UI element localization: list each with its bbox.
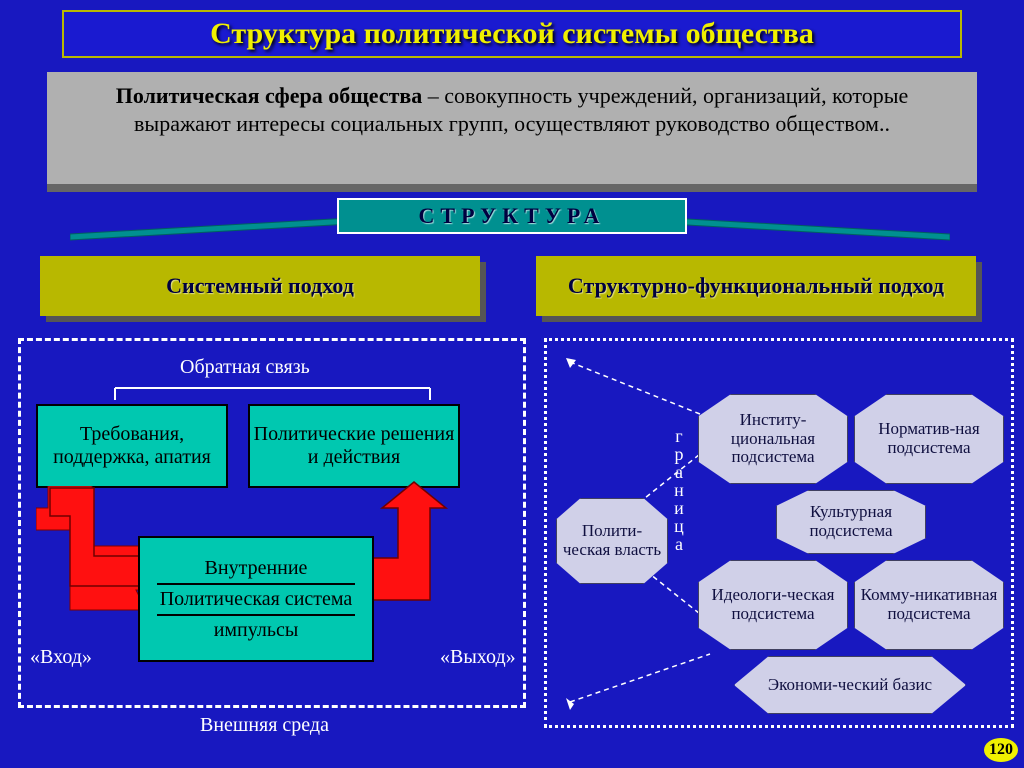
environment-label: Внешняя среда bbox=[200, 714, 329, 737]
output-label: «Выход» bbox=[440, 646, 516, 669]
boundary-label: граница bbox=[668, 426, 689, 552]
ideological-hex: Идеологи-ческая подсистема bbox=[698, 560, 848, 650]
page-number: 120 bbox=[984, 738, 1018, 762]
communicative-hex: Комму-никативная подсистема bbox=[854, 560, 1004, 650]
decisions-box: Политические решения и действия bbox=[248, 404, 460, 488]
cultural-hex: Культурная подсистема bbox=[776, 490, 926, 554]
economic-basis: Экономи-ческий базис bbox=[734, 656, 966, 714]
approach-functional: Структурно-функциональный подход bbox=[536, 256, 976, 316]
definition-term: Политическая сфера общества bbox=[116, 83, 423, 108]
feedback-label: Обратная связь bbox=[180, 356, 310, 379]
normative-hex: Норматив-ная подсистема bbox=[854, 394, 1004, 484]
structure-label: СТРУКТУРА bbox=[337, 198, 687, 234]
approach-systemic: Системный подход bbox=[40, 256, 480, 316]
institutional-hex: Институ-циональная подсистема bbox=[698, 394, 848, 484]
definition-block: Политическая сфера общества – совокупнос… bbox=[47, 72, 977, 184]
demands-box: Требования, поддержка, апатия bbox=[36, 404, 228, 488]
slide-title: Структура политической системы общества bbox=[62, 10, 962, 58]
input-label: «Вход» bbox=[30, 646, 92, 669]
power-hex: Полити-ческая власть bbox=[556, 498, 668, 584]
political-system-box: Внутренние Политическая система импульсы bbox=[138, 536, 374, 662]
